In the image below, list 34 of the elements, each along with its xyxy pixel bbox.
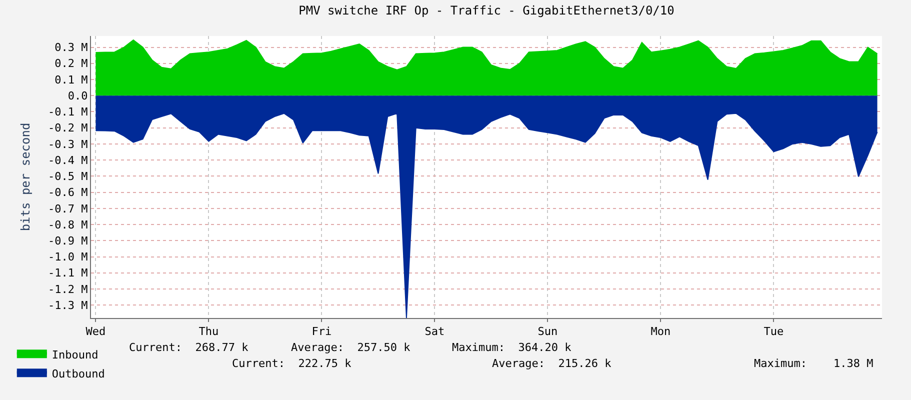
x-tick-label: Thu	[198, 325, 219, 338]
y-tick-label: -0.5 M	[48, 170, 88, 184]
y-tick-label: -1.1 M	[48, 266, 88, 280]
text: Maximum: 1.38 M	[754, 357, 874, 370]
text: Current: 222.75 k	[232, 357, 352, 370]
y-tick-label: 0.3 M	[54, 41, 88, 54]
y-tick-label: -0.2 M	[48, 122, 88, 135]
y-tick-label: 0.1 M	[54, 73, 88, 86]
y-tick-label: -0.9 M	[48, 234, 88, 248]
text: Current: 268.77 k	[129, 341, 249, 354]
x-tick-label: Fri	[312, 325, 332, 338]
text: Average: 215.26 k	[492, 357, 612, 370]
y-tick-label: -0.7 M	[48, 202, 88, 216]
text: Maximum: 364.20 k	[452, 341, 572, 354]
legend-label: Inbound	[52, 348, 98, 362]
chart-title: PMV switche IRF Op - Traffic - GigabitEthernet3/0/10	[298, 3, 674, 18]
x-tick-label: Sat	[424, 325, 445, 338]
y-tick-label: -1.3 M	[48, 298, 88, 312]
y-tick-label: -0.8 M	[48, 218, 88, 232]
x-tick-label: Sun	[538, 325, 558, 338]
y-axis-title: bits per second	[18, 122, 32, 232]
text: Average: 257.50 k	[291, 341, 411, 354]
y-tick-label: -1.0 M	[48, 250, 88, 264]
y-tick-label: -0.4 M	[48, 154, 88, 167]
x-tick-label: Mon	[650, 325, 671, 338]
legend-label: Outbound	[52, 367, 105, 380]
x-tick-label: Tue	[764, 325, 784, 338]
y-tick-label: -0.1 M	[48, 106, 88, 119]
x-tick-label: Wed	[86, 325, 106, 338]
y-tick-label: -0.3 M	[48, 138, 88, 151]
y-tick-label: -0.6 M	[48, 186, 88, 200]
y-tick-label: 0.2 M	[54, 57, 88, 70]
y-tick-label: 0.0	[68, 89, 88, 102]
y-tick-label: -1.2 M	[48, 282, 88, 296]
